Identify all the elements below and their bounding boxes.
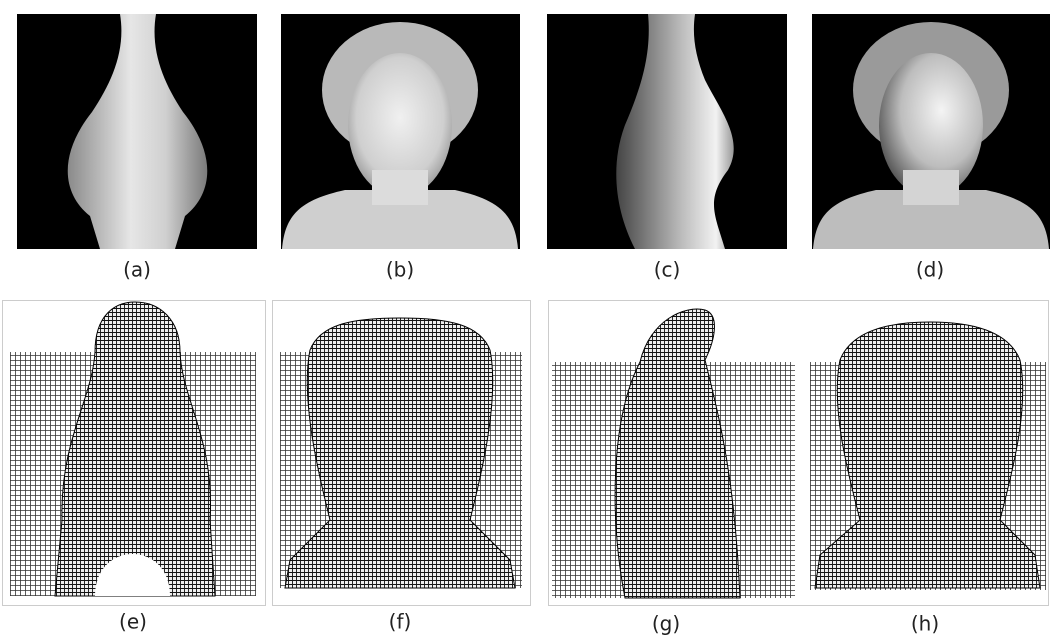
panel-a <box>17 14 257 249</box>
panel-b <box>281 14 520 249</box>
caption-label: (g) <box>652 612 680 636</box>
mesh-bust <box>285 318 515 588</box>
caption-label: (d) <box>916 258 944 282</box>
caption-label: (h) <box>911 612 939 636</box>
panel-e <box>3 301 266 606</box>
neck <box>372 170 428 205</box>
mesh-bust <box>815 322 1040 588</box>
panel-f <box>273 301 531 606</box>
caption-label: (c) <box>654 258 681 282</box>
neck <box>903 170 959 205</box>
figure: (a) (b) (c) (d) (e) (f) (g) (h) <box>0 0 1051 637</box>
panel-d <box>812 14 1050 249</box>
caption-label: (f) <box>389 610 412 634</box>
caption-label: (b) <box>386 258 414 282</box>
caption-label: (a) <box>123 258 151 282</box>
panel-gh <box>549 301 1049 606</box>
panel-c <box>547 14 787 249</box>
page: (a) (b) (c) (d) (e) (f) (g) (h) (() => {… <box>0 0 1051 637</box>
caption-label: (e) <box>119 610 147 634</box>
